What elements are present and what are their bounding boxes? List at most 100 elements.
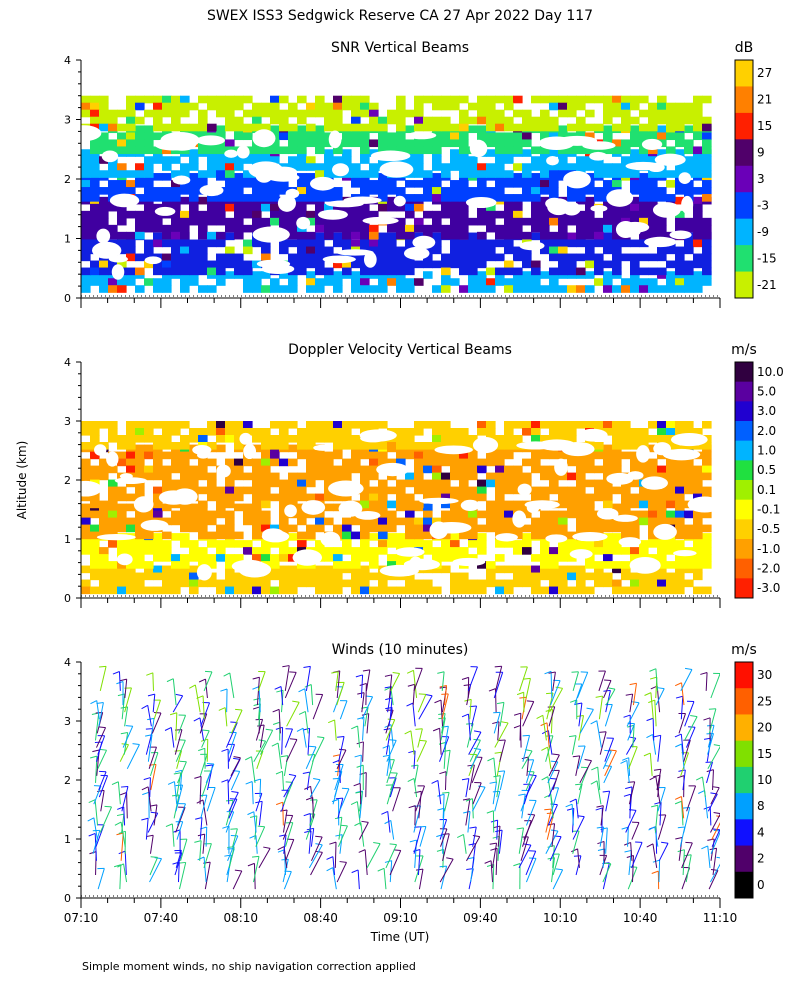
data-cell	[423, 503, 433, 512]
data-cell	[576, 579, 586, 588]
data-cell	[171, 217, 181, 226]
data-cell	[342, 531, 352, 540]
data-cell	[396, 187, 406, 195]
data-cell	[279, 246, 289, 255]
data-cell	[153, 173, 163, 181]
wind-barb	[467, 714, 471, 741]
data-cell	[162, 486, 172, 495]
data-cell	[99, 116, 109, 125]
data-cell	[279, 565, 289, 574]
data-cell	[693, 540, 703, 548]
data-gap	[403, 246, 430, 260]
data-cell	[549, 239, 559, 248]
data-cell	[423, 579, 433, 588]
data-cell	[693, 210, 703, 219]
wind-barb-flag	[381, 810, 388, 815]
data-cell	[270, 95, 280, 104]
wind-barb	[283, 834, 287, 854]
data-cell	[189, 123, 199, 132]
data-cell	[99, 517, 109, 526]
wind-barb	[199, 754, 208, 777]
data-cell	[612, 586, 622, 595]
data-gap	[517, 483, 532, 496]
data-cell	[252, 146, 262, 155]
wind-barb	[390, 820, 395, 840]
data-cell	[306, 472, 316, 481]
data-cell	[504, 565, 514, 574]
data-cell	[432, 565, 442, 574]
data-cell	[189, 486, 199, 495]
data-cell	[684, 267, 694, 276]
data-cell	[531, 224, 541, 233]
data-cell	[441, 253, 451, 262]
data-cell	[324, 187, 334, 195]
data-cell	[324, 579, 334, 588]
data-cell	[504, 451, 514, 460]
data-cell	[306, 572, 316, 581]
data-cell	[693, 442, 703, 450]
data-cell	[432, 260, 442, 269]
data-cell	[279, 217, 289, 226]
data-cell	[423, 260, 433, 269]
data-cell	[378, 253, 388, 262]
data-cell	[216, 500, 226, 509]
data-cell	[99, 187, 109, 195]
data-cell	[162, 479, 172, 488]
wind-barb	[685, 727, 696, 748]
data-cell	[387, 442, 397, 450]
data-cell	[405, 203, 415, 212]
wind-barb	[632, 683, 637, 706]
data-cell	[198, 524, 208, 533]
data-cell	[594, 486, 604, 495]
data-cell	[459, 517, 469, 526]
data-cell	[234, 260, 244, 269]
data-cell	[333, 451, 343, 460]
data-cell	[486, 132, 496, 141]
data-cell	[189, 503, 199, 512]
data-cell	[189, 465, 199, 474]
data-cell	[360, 451, 370, 460]
wind-barb	[388, 745, 391, 769]
colorbar-swatch	[735, 60, 753, 87]
data-cell	[675, 123, 685, 132]
data-cell	[495, 540, 505, 548]
colorbar-swatch	[735, 714, 753, 742]
data-cell	[612, 267, 622, 276]
wind-barb	[440, 865, 448, 890]
data-cell	[414, 156, 424, 164]
data-cell	[234, 194, 244, 202]
wind-barb	[282, 809, 288, 833]
data-cell	[171, 156, 181, 164]
data-cell	[351, 554, 361, 562]
data-cell	[459, 554, 469, 562]
data-cell	[90, 170, 100, 178]
data-cell	[108, 510, 118, 519]
data-cell	[351, 260, 361, 269]
data-cell	[342, 517, 352, 526]
wind-barb-flag	[651, 870, 659, 874]
data-gap	[406, 131, 437, 140]
data-cell	[360, 267, 370, 276]
data-cell	[90, 217, 100, 226]
data-cell	[585, 458, 595, 467]
data-gap	[108, 255, 128, 263]
data-cell	[468, 517, 478, 526]
y-tick-label: 4	[64, 656, 71, 669]
data-cell	[144, 194, 154, 202]
data-cell	[612, 503, 622, 512]
data-cell	[477, 125, 487, 134]
data-cell	[333, 278, 343, 286]
data-cell	[342, 239, 352, 248]
x-tick-label: 09:10	[383, 911, 418, 925]
data-cell	[468, 116, 478, 125]
data-cell	[144, 531, 154, 540]
data-cell	[180, 278, 190, 286]
data-cell	[162, 531, 172, 540]
data-cell	[189, 451, 199, 460]
data-cell	[342, 458, 352, 467]
wind-barb	[550, 709, 553, 734]
wind-barb-flag	[626, 855, 634, 858]
data-cell	[558, 163, 568, 171]
data-cell	[135, 486, 145, 495]
data-cell	[207, 163, 217, 171]
